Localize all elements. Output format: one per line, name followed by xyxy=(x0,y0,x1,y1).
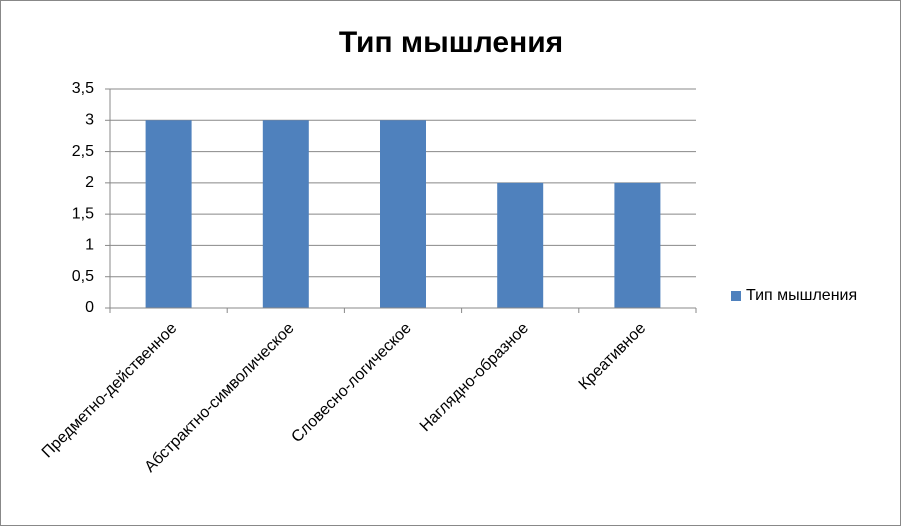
y-tick-label: 3,5 xyxy=(72,80,94,97)
bar xyxy=(145,120,192,309)
chart-title: Тип мышления xyxy=(339,26,563,59)
y-tick-label: 1,5 xyxy=(72,205,94,222)
y-tick-label: 0 xyxy=(85,299,94,316)
bar xyxy=(497,182,544,308)
y-tick-label: 3 xyxy=(85,112,94,129)
legend-swatch xyxy=(731,291,741,301)
bar xyxy=(380,120,426,309)
bar xyxy=(614,182,661,308)
y-tick-label: 2 xyxy=(85,174,94,191)
y-tick-label: 2,5 xyxy=(72,143,94,160)
y-tick-label: 0,5 xyxy=(72,268,94,285)
bar xyxy=(262,120,309,309)
y-tick-label: 1 xyxy=(85,237,94,254)
legend-label: Тип мышления xyxy=(746,287,857,304)
